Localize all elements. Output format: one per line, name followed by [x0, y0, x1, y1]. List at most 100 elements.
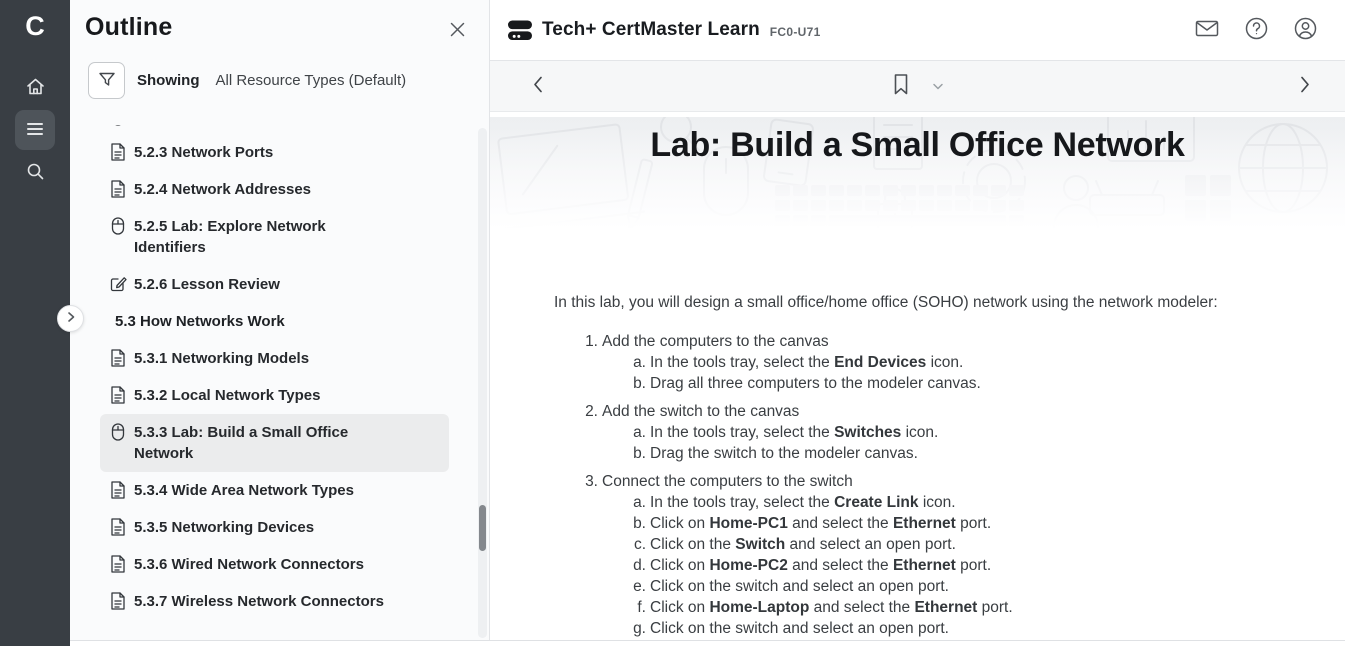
outline-item-label: 5.3.7 Wireless Network Connectors [134, 593, 384, 610]
substep-item: c. Click on the Switch and select an open… [633, 536, 956, 553]
substep-item: d. Click on Home-PC2 and select the Ether… [633, 557, 992, 574]
document-icon [110, 592, 126, 610]
outline-panel: Outline Showing All Resource Types (Defa… [70, 0, 490, 646]
outline-item-label: 5.2.5 Lab: Explore Network Identifiers [134, 218, 326, 256]
app-header: Tech+ CertMaster Learn FC0-U71 [490, 0, 1345, 61]
outline-item-label: 5.3.1 Networking Models [134, 350, 310, 367]
home-button[interactable] [15, 68, 55, 108]
mouse-icon [110, 423, 126, 441]
outline-item[interactable]: 5.2.4 Network Addresses [100, 171, 449, 208]
outline-item-label: 5.3.5 Networking Devices [134, 519, 315, 536]
scrollbar-thumb[interactable] [479, 505, 486, 551]
outline-item[interactable]: 5.3.5 Networking Devices [100, 509, 449, 546]
lab-content: In this lab, you will design a small off… [490, 230, 1345, 646]
outline-item[interactable]: 5.3.7 Wireless Network Connectors [100, 583, 449, 620]
outline-list-icon [25, 119, 45, 142]
step-item: 3. Connect the computers to the switch a. I… [554, 471, 1289, 639]
tech-pattern-background [490, 117, 1345, 230]
substep-item: a. In the tools tray, select the Create L… [633, 494, 956, 511]
outline-title: Outline [85, 13, 173, 41]
main-area: Tech+ CertMaster Learn FC0-U71 [490, 0, 1345, 646]
previous-page-button[interactable] [526, 70, 550, 103]
filter-showing-label: Showing [137, 72, 200, 89]
steps-list: 1. Add the computers to the canvas a. In th… [554, 331, 1289, 639]
bottom-divider [70, 640, 1345, 646]
course-code-badge: FC0-U71 [769, 25, 821, 39]
outline-item-label: 5.3.6 Wired Network Connectors [134, 556, 364, 573]
lesson-toolbar [490, 61, 1345, 112]
outline-item-label: 5.3.2 Local Network Types [134, 387, 321, 404]
outline-item[interactable] [100, 125, 449, 134]
collapse-panel-button[interactable] [57, 305, 84, 332]
substep-item: f. Click on Home-Laptop and select the Et… [637, 599, 1013, 616]
document-icon [110, 386, 126, 404]
substep-item: a. In the tools tray, select the Switches… [633, 424, 939, 441]
certmaster-logo-icon [508, 20, 532, 41]
next-page-button[interactable] [1293, 70, 1317, 103]
rail-icons [15, 68, 55, 192]
outline-item[interactable]: 5.3.4 Wide Area Network Types [100, 472, 449, 509]
lab-intro: In this lab, you will design a small off… [554, 294, 1218, 311]
search-icon [25, 161, 45, 184]
document-icon [110, 143, 126, 161]
title-banner: Lab: Build a Small Office Network [490, 117, 1345, 230]
outline-item-label: 5.2.3 Network Ports [134, 144, 274, 161]
chevron-right-icon [66, 311, 76, 326]
header-icons [1193, 15, 1327, 45]
chevron-right-icon [1299, 76, 1311, 97]
outline-button[interactable] [15, 110, 55, 150]
outline-item[interactable]: 5.3.2 Local Network Types [100, 377, 449, 414]
outline-item-label: 5.3.3 Lab: Build a Small Office Network [134, 424, 349, 462]
mouse-icon [110, 125, 126, 126]
outline-item[interactable]: 5.2.6 Lesson Review [100, 266, 449, 303]
chevron-left-icon [532, 76, 544, 97]
outline-scrollbar[interactable] [478, 128, 487, 638]
bookmark-icon [892, 73, 910, 100]
mouse-icon [110, 217, 126, 235]
substep-item: a. In the tools tray, select the End Devi… [633, 354, 964, 371]
comptia-logo[interactable]: C [25, 10, 45, 41]
substep-item: b. Click on Home-PC1 and select the Ether… [633, 515, 992, 532]
document-icon [110, 518, 126, 536]
page-title: Lab: Build a Small Office Network [650, 126, 1185, 164]
document-icon [110, 481, 126, 499]
outline-item-label: 5.2.6 Lesson Review [134, 276, 280, 293]
outline-item-label: 5.2.4 Network Addresses [134, 181, 312, 198]
close-outline-button[interactable] [444, 16, 471, 46]
filter-button[interactable] [88, 62, 125, 99]
messages-button[interactable] [1193, 17, 1221, 43]
step-item: 1. Add the computers to the canvas a. In th… [554, 331, 1289, 394]
help-icon [1245, 17, 1268, 43]
outline-item[interactable]: 5.3.3 Lab: Build a Small Office Network [100, 414, 449, 472]
filter-row: Showing All Resource Types (Default) [88, 62, 473, 99]
search-button[interactable] [15, 152, 55, 192]
outline-section-header: 5.3 How Networks Work [115, 313, 285, 330]
edit-icon [110, 275, 127, 293]
substep-item: g. Click on the switch and select an open… [633, 620, 949, 637]
outline-item[interactable]: 5.2.3 Network Ports [100, 134, 449, 171]
filter-value[interactable]: All Resource Types (Default) [215, 72, 407, 89]
document-icon [110, 349, 126, 367]
close-icon [448, 22, 467, 42]
account-button[interactable] [1292, 15, 1319, 45]
outline-item-label: 5.3.4 Wide Area Network Types [134, 482, 354, 499]
account-icon [1294, 17, 1317, 43]
home-icon [25, 76, 46, 100]
help-button[interactable] [1243, 15, 1270, 45]
document-icon [110, 555, 126, 573]
outline-item[interactable]: 5.3.1 Networking Models [100, 340, 449, 377]
bookmark-menu-button[interactable] [930, 77, 946, 96]
bookmark-button[interactable] [890, 71, 912, 102]
outline-list: 5.2.3 Network Ports 5.2.4 Network Address… [70, 125, 489, 639]
chevron-down-icon [932, 79, 944, 94]
outline-item[interactable]: 5.2.5 Lab: Explore Network Identifiers [100, 208, 449, 266]
outline-item[interactable]: 5.3.6 Wired Network Connectors [100, 546, 449, 583]
app-title: Tech+ CertMaster Learn [542, 19, 760, 40]
step-item: 2. Add the switch to the canvas a. In the t… [554, 401, 1289, 464]
substep-item: b. Drag all three computers to the modele… [633, 375, 981, 392]
document-icon [110, 180, 126, 198]
funnel-icon [97, 69, 117, 92]
substep-item: e. Click on the switch and select an open… [633, 578, 949, 595]
substep-item: b. Drag the switch to the modeler canvas. [633, 445, 918, 462]
